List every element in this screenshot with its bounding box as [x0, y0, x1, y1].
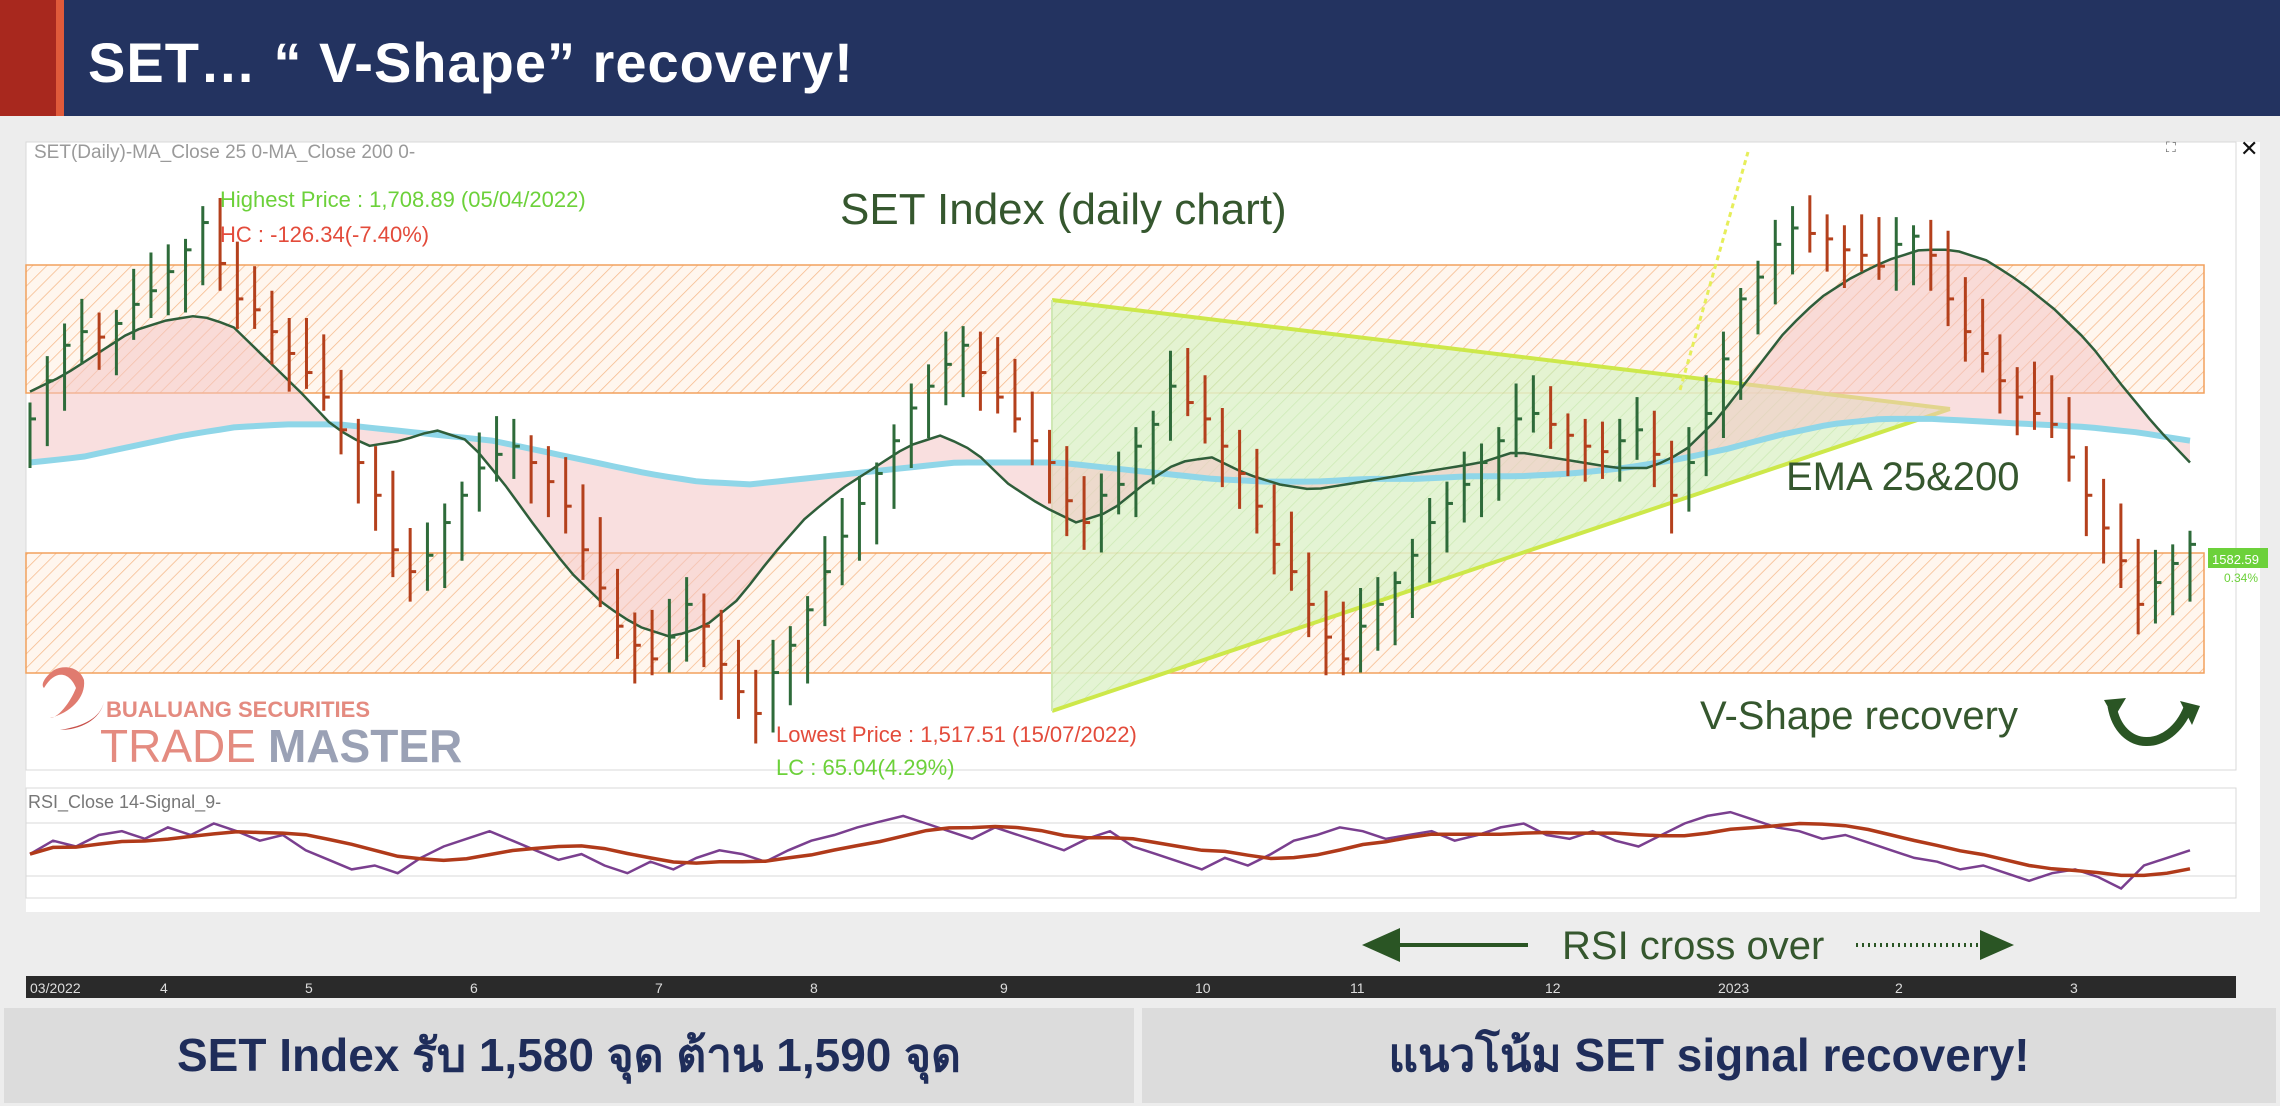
rsi-label: RSI_Close 14-Signal_9- [28, 792, 221, 813]
logo-master: MASTER [268, 720, 462, 772]
header-bar: SET… “ V-Shape” recovery! [0, 0, 2280, 116]
rsi-panel [25, 787, 2237, 899]
x-tick-label: 4 [160, 980, 168, 996]
highest-price-label: Highest Price : 1,708.89 (05/04/2022) [220, 187, 586, 212]
ema25-line [29, 248, 2191, 638]
x-tick-label: 2023 [1718, 980, 1749, 996]
chart-title: SET Index (daily chart) [840, 185, 1287, 234]
x-tick-label: 12 [1545, 980, 1561, 996]
vshape-arrow [2107, 705, 2193, 746]
x-tick-label: 03/2022 [30, 980, 81, 996]
ema-label: EMA 25&200 [1786, 455, 2020, 499]
rsi-note: RSI cross over [1562, 924, 1824, 968]
vshape-arrow-tail [2104, 698, 2126, 718]
x-tick-label: 8 [810, 980, 818, 996]
indicator-label: SET(Daily)-MA_Close 25 0-MA_Close 200 0- [34, 142, 415, 163]
header-accent-stripe [56, 0, 64, 116]
last-price-badge [2208, 548, 2268, 568]
ema-spread-fill [30, 249, 2190, 637]
vshape-arrow-head [2180, 701, 2200, 725]
hc-label: HC : -126.34(-7.40%) [220, 222, 429, 247]
x-tick-label: 5 [305, 980, 313, 996]
logo-trade: TRADE [100, 720, 256, 772]
resize-icon[interactable]: ⛶ [2166, 139, 2176, 155]
page-title: SET… “ V-Shape” recovery! [88, 31, 854, 94]
x-axis-bar [26, 976, 2236, 998]
chart-panel: SET(Daily)-MA_Close 25 0-MA_Close 200 0-… [25, 136, 2268, 998]
rsi-arrow-right-head [1980, 930, 2014, 960]
triangle-lower-line [1051, 407, 1951, 713]
x-tick-label: 11 [1350, 980, 1365, 996]
footer-trend: แนวโน้ม SET signal recovery! [1142, 1008, 2276, 1103]
vshape-label: V-Shape recovery [1700, 694, 2018, 738]
x-tick-label: 2 [1895, 980, 1903, 996]
x-tick-label: 6 [470, 980, 478, 996]
lc-label: LC : 65.04(4.29%) [776, 755, 955, 780]
x-axis-ticks: 03/2022 4 5 6 7 8 9 10 11 12 2023 2 3 [30, 980, 2078, 996]
ema200-line [29, 415, 2191, 488]
rsi-line [29, 810, 2191, 891]
x-tick-label: 9 [1000, 980, 1008, 996]
header-accent [0, 0, 62, 116]
triangle-pattern [1052, 300, 1950, 711]
rsi-arrow-left-head [1362, 928, 1400, 962]
rsi-signal-line [29, 821, 2191, 878]
footer-support-resistance: SET Index รับ 1,580 จุด ต้าน 1,590 จุด [4, 1008, 1134, 1103]
logo-line1: BUALUANG SECURITIES [106, 697, 370, 722]
x-tick-label: 3 [2070, 980, 2078, 996]
tradermaster-logo: BUALUANG SECURITIES TRADE MASTER [42, 667, 462, 772]
x-tick-label: 10 [1195, 980, 1211, 996]
last-price-value: 1582.59 [2212, 552, 2259, 567]
lowest-price-label: Lowest Price : 1,517.51 (15/07/2022) [776, 722, 1137, 747]
close-icon[interactable]: ✕ [2240, 136, 2258, 161]
candlestick-series [28, 195, 2196, 744]
last-change-value: 0.34% [2224, 571, 2258, 585]
x-tick-label: 7 [655, 980, 663, 996]
